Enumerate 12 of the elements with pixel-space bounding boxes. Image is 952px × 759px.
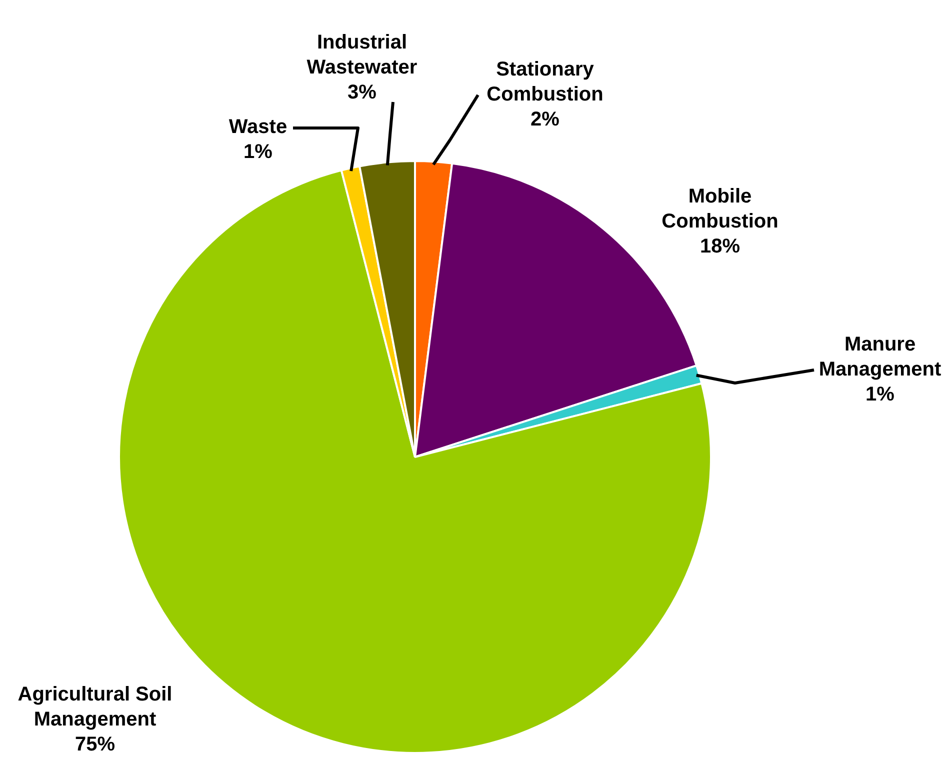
slice-label: Industrial Wastewater [306,32,418,79]
slice-label: Mobile Combustion [662,186,778,233]
data-label: 3% [348,82,377,104]
slice-label: Stationary Combustion [486,58,604,106]
data-label: 1% [244,141,273,164]
data-label: 75% [74,734,116,756]
slice-label: Waste [228,116,288,138]
slice-label: Manure Management [818,334,942,381]
data-label: 18% [700,236,740,258]
data-label: 1% [866,384,895,406]
slice-label: Agricultural Soil Management [18,684,172,731]
data-label: 2% [530,108,560,131]
